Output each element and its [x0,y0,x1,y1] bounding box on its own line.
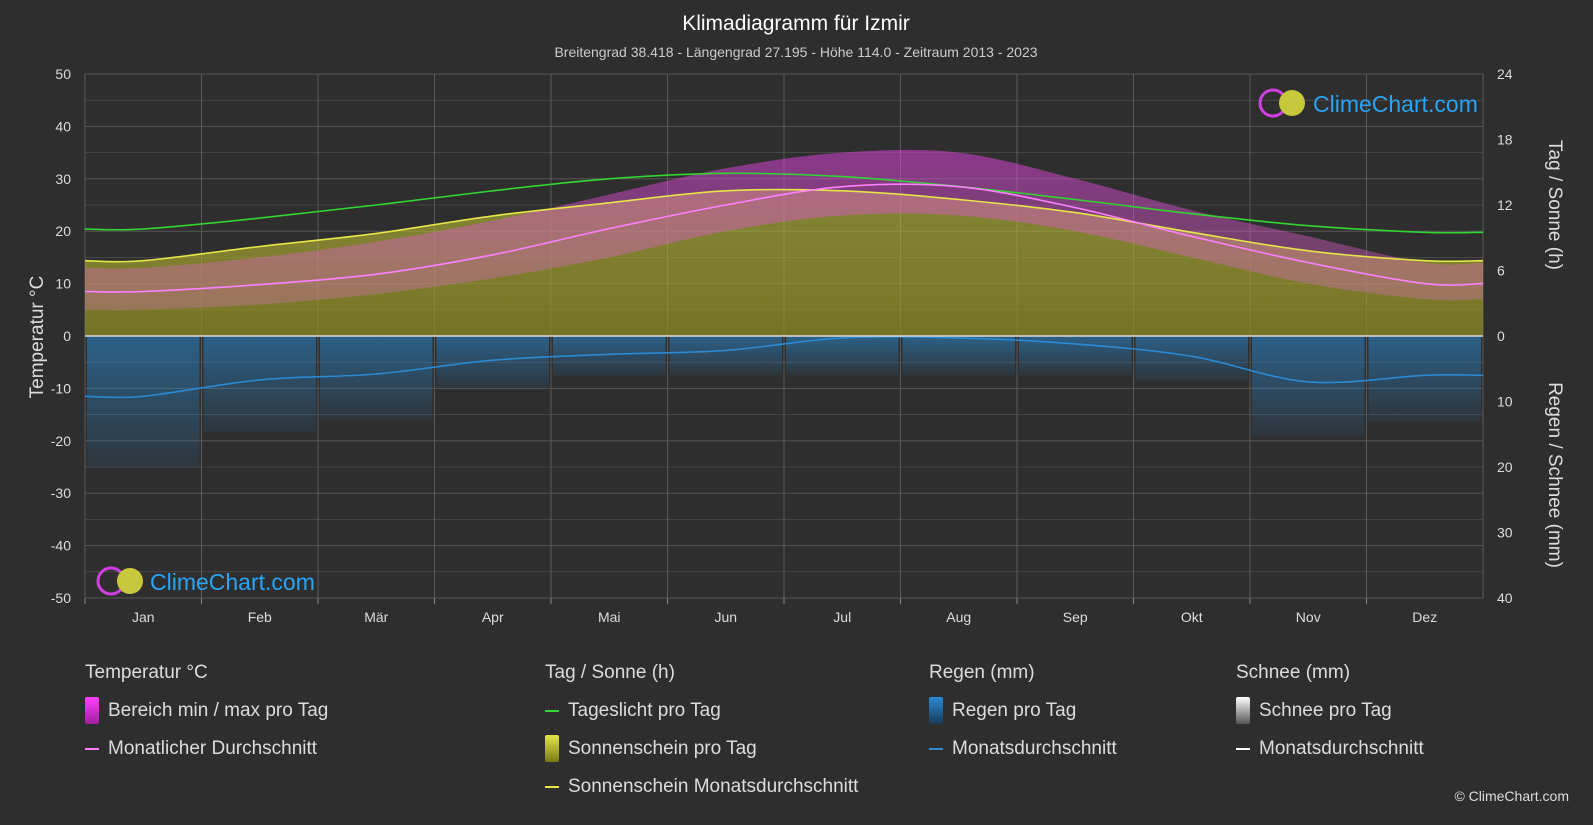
watermark-text-bottom: ClimeChart.com [150,569,315,595]
left-tick-label: 10 [55,276,71,292]
rain-bar [669,336,782,376]
left-tick-label: -50 [51,590,71,606]
temp-avg-line [84,183,1484,293]
snow-swatch [1236,697,1250,725]
legend-rain: Regen (mm) Regen pro Tag Monatsdurchschn… [929,660,1117,768]
daylight-line [84,172,1484,234]
chart-subtitle: Breitengrad 38.418 - Längengrad 27.195 -… [554,44,1037,60]
legend-rain-avg: Monatsdurchschnitt [929,730,1117,768]
legend-sunshine-avg-label: Sonnenschein Monatsdurchschnitt [568,776,859,797]
left-tick-label: 30 [55,171,71,187]
sunshine-avg-line [84,188,1484,263]
daylight-swatch [545,709,559,712]
right-axis-label-bottom: Regen / Schnee (mm) [1544,382,1565,568]
rain-swatch [929,697,943,725]
legend-snow-head: Schnee (mm) [1236,662,1351,683]
left-tick-label: -20 [51,433,71,449]
right-top-tick-label: 6 [1497,263,1505,279]
right-bottom-tick-label: 40 [1497,590,1513,606]
legend-temp-avg: Monatlicher Durchschnitt [85,730,328,768]
right-top-tick-label: 12 [1497,197,1513,213]
legend-temp-head: Temperatur °C [85,662,208,683]
right-bottom-tick-label: 30 [1497,525,1513,541]
legend-snow: Schnee (mm) Schnee pro Tag Monatsdurchsc… [1236,660,1424,768]
legend-rain-avg-label: Monatsdurchschnitt [952,738,1117,759]
legend-rain-day-label: Regen pro Tag [952,700,1077,721]
watermark-top: ClimeChart.com [1258,88,1478,118]
sunshine-avg-swatch [545,785,559,788]
legend-temp-range: Bereich min / max pro Tag [85,692,328,730]
month-tick-label: Mai [598,609,621,625]
left-tick-label: 50 [55,66,71,82]
legend-daylight-label: Tageslicht pro Tag [568,700,721,721]
rain-bar [786,336,899,376]
temp-range-band [85,149,1483,311]
month-tick-label: Dez [1412,609,1437,625]
month-tick-label: Nov [1296,609,1321,625]
rain-bar [1019,336,1132,376]
legend: Temperatur °C Bereich min / max pro Tag … [0,660,1593,800]
month-tick-label: Apr [482,609,504,625]
left-tick-label: -30 [51,485,71,501]
axes: 50 40 30 20 10 0 -10 -20 -30 -40 -50 24 18 12 6 0 10 20 30… [51,66,1513,625]
rain-bar [1135,336,1248,381]
left-tick-label: -40 [51,538,71,554]
legend-snow-day-label: Schnee pro Tag [1259,700,1392,721]
rain-bar [436,336,549,390]
left-axis-label: Temperatur °C [27,276,48,399]
legend-sunshine-avg: Sonnenschein Monatsdurchschnitt [545,768,858,806]
temp-avg-swatch [85,747,99,750]
month-tick-label: Sep [1063,609,1088,625]
right-top-tick-label: 0 [1497,328,1505,344]
month-tick-label: Jan [132,609,155,625]
legend-sun: Tag / Sonne (h) Tageslicht pro Tag Sonne… [545,660,858,806]
logo-sun-icon [117,568,143,594]
rain-bar [902,336,1015,376]
month-tick-label: Feb [248,609,272,625]
legend-sunshine: Sonnenschein pro Tag [545,730,858,768]
logo-sun-icon [1279,90,1305,116]
legend-snow-day: Schnee pro Tag [1236,692,1424,730]
left-tick-label: 20 [55,223,71,239]
legend-rain-head: Regen (mm) [929,662,1035,683]
watermark-text-top: ClimeChart.com [1313,91,1478,117]
left-tick-label: 0 [63,328,71,344]
copyright: © ClimeChart.com [1454,788,1569,804]
temperature-range-area [85,149,1483,311]
left-tick-label: 40 [55,118,71,134]
right-top-tick-label: 18 [1497,132,1513,148]
watermark-bottom: ClimeChart.com [96,566,315,596]
legend-sunshine-label: Sonnenschein pro Tag [568,738,757,759]
rain-bar [87,336,200,469]
rain-avg-swatch [929,747,943,750]
rain-bar [1252,336,1365,437]
sunshine-swatch [545,735,559,763]
right-top-tick-label: 24 [1497,66,1513,82]
legend-temp-avg-label: Monatlicher Durchschnitt [108,738,318,759]
legend-rain-day: Regen pro Tag [929,692,1117,730]
month-tick-label: Aug [946,609,971,625]
left-tick-label: -10 [51,380,71,396]
chart-title: Klimadiagramm für Izmir [682,12,910,35]
legend-daylight: Tageslicht pro Tag [545,692,858,730]
legend-snow-avg: Monatsdurchschnitt [1236,730,1424,768]
range-swatch [85,697,99,725]
rain-avg-line [84,336,1484,399]
month-tick-label: Jun [714,609,737,625]
right-bottom-tick-label: 20 [1497,459,1513,475]
right-bottom-tick-label: 10 [1497,394,1513,410]
legend-temperature: Temperatur °C Bereich min / max pro Tag … [85,660,328,768]
legend-sun-head: Tag / Sonne (h) [545,662,675,683]
legend-snow-avg-label: Monatsdurchschnitt [1259,738,1424,759]
rain-bar [320,336,433,420]
month-tick-label: Mär [364,609,388,625]
month-tick-label: Jul [833,609,851,625]
right-axis-label-top: Tag / Sonne (h) [1544,140,1565,270]
snow-avg-swatch [1236,747,1250,750]
month-tick-label: Okt [1181,609,1203,625]
series-lines [84,172,1484,399]
legend-temp-range-label: Bereich min / max pro Tag [108,700,329,721]
